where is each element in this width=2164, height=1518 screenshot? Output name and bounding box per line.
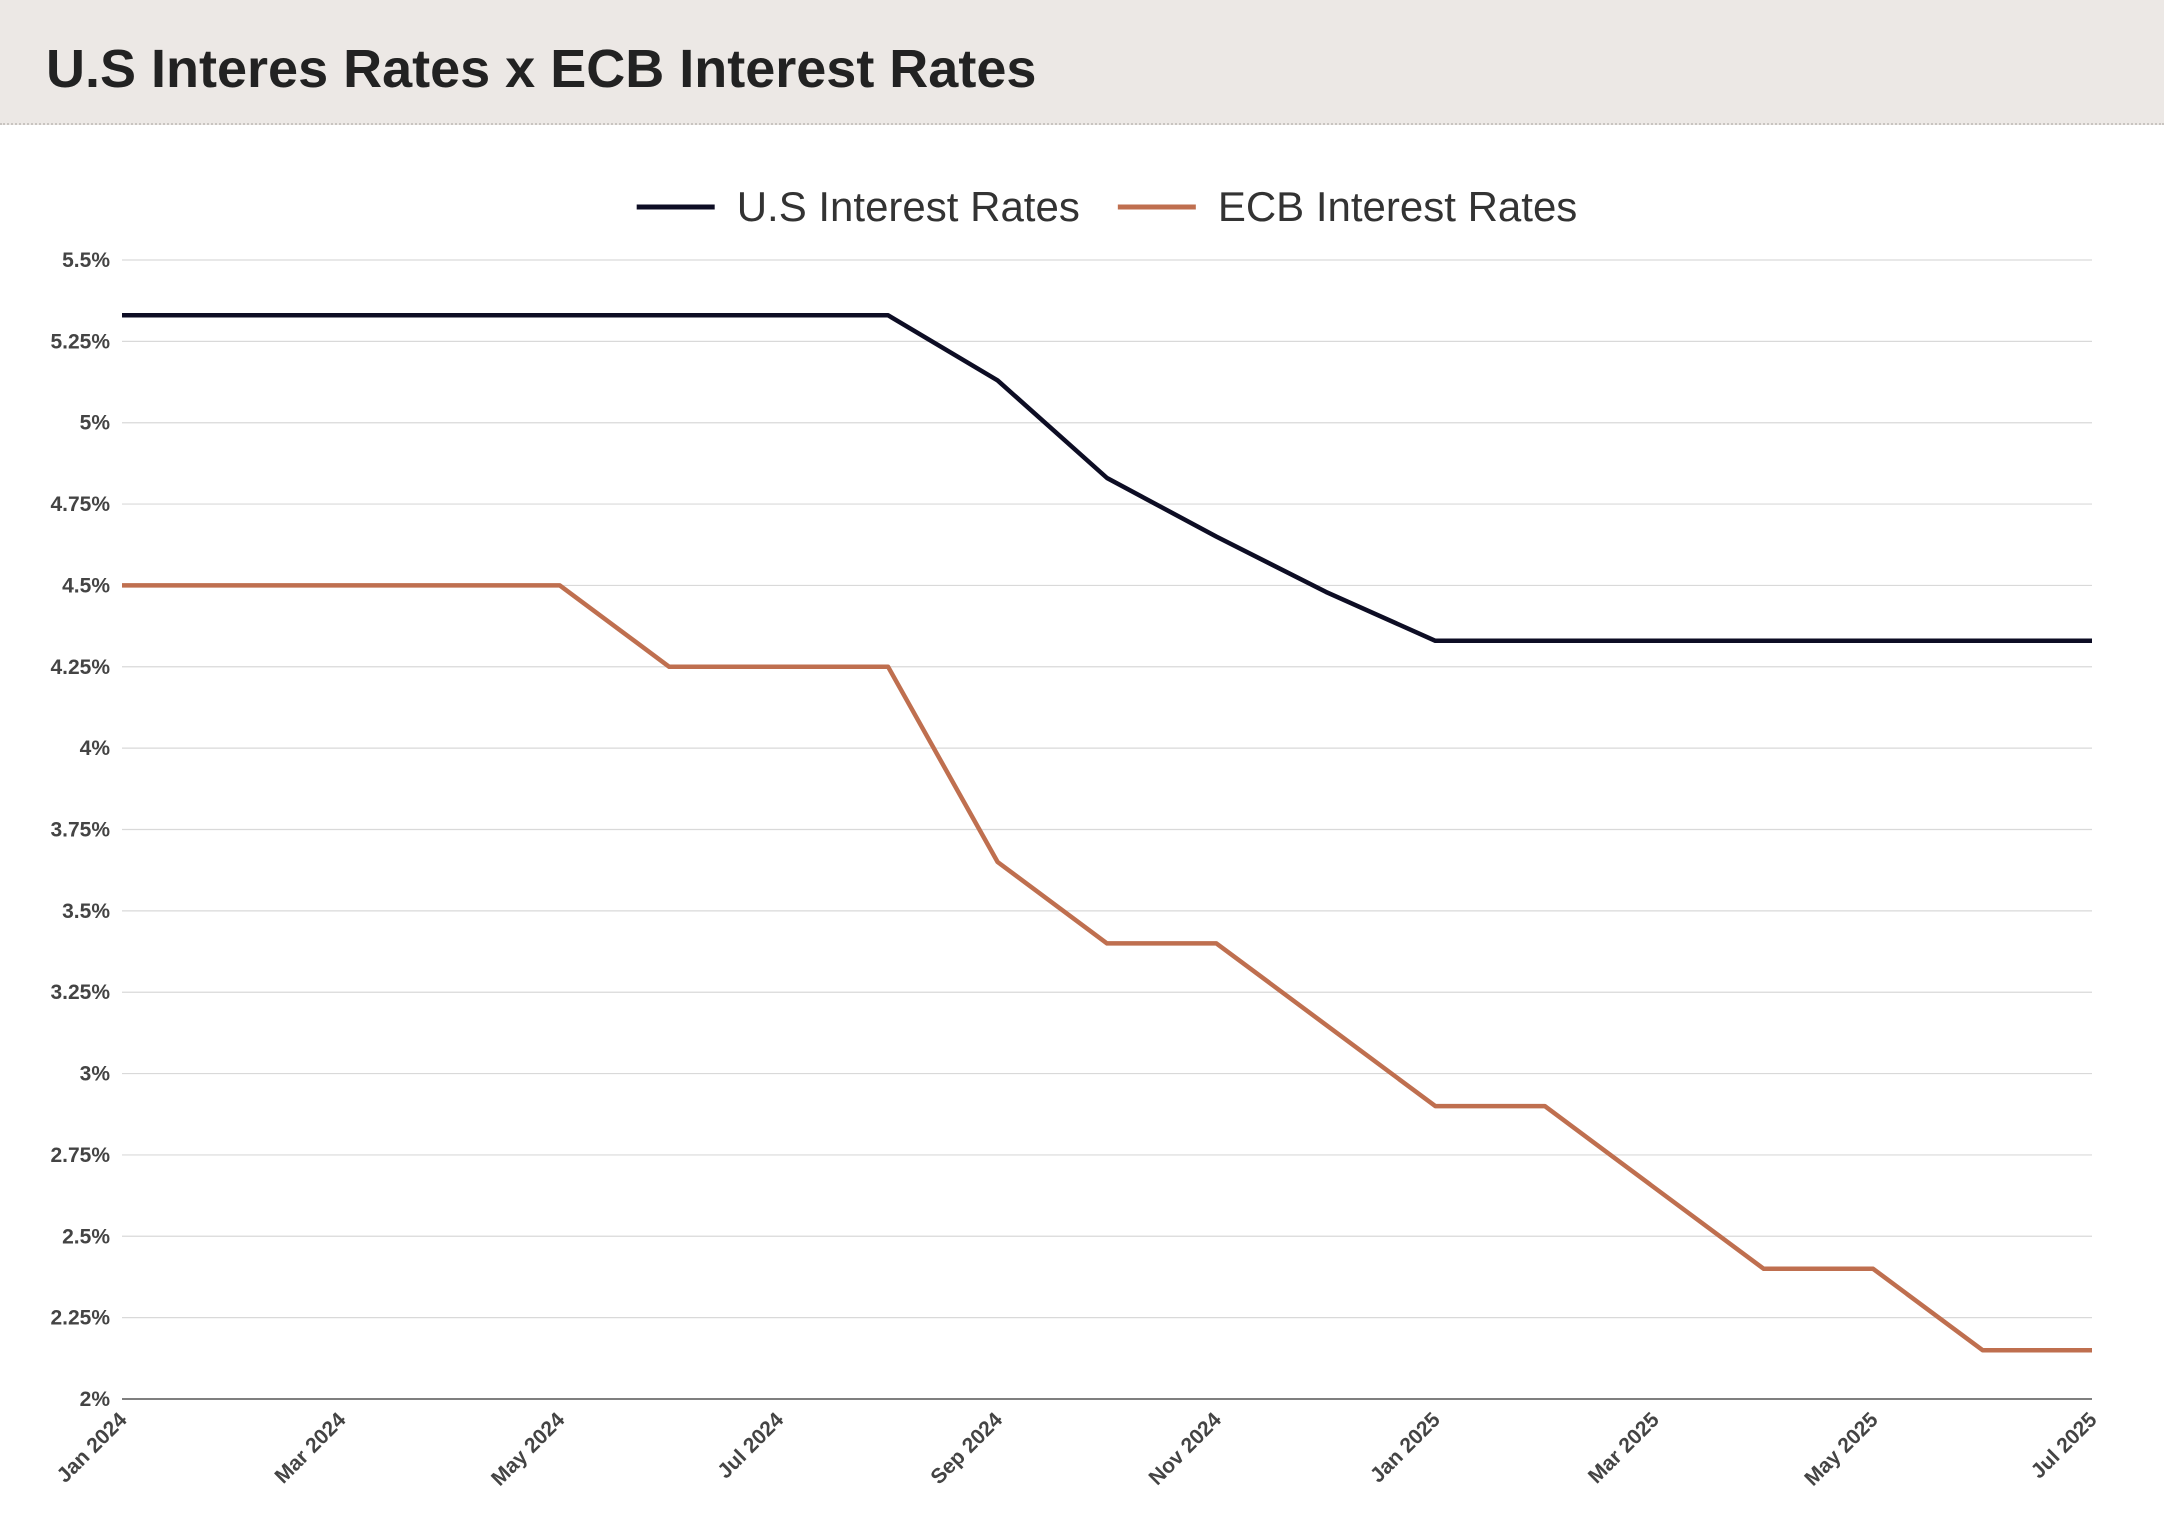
y-tick-label: 3.75% — [50, 819, 110, 842]
y-tick-label: 4.5% — [62, 574, 110, 597]
title-bar: U.S Interes Rates x ECB Interest Rates — [0, 0, 2164, 125]
x-tick-label: Jan 2025 — [1366, 1408, 1445, 1487]
y-tick-label: 4.75% — [50, 493, 110, 516]
x-tick-label: May 2024 — [487, 1408, 570, 1491]
x-tick-label: Jan 2024 — [53, 1408, 132, 1487]
y-tick-label: 2.25% — [50, 1307, 110, 1330]
y-tick-label: 2.5% — [62, 1225, 110, 1248]
y-tick-label: 4.25% — [50, 656, 110, 679]
series-line-us-rates — [122, 313, 2092, 644]
y-tick-label: 3% — [80, 1063, 111, 1086]
y-tick-label: 2.75% — [50, 1144, 110, 1167]
legend: U.S Interest Rates ECB Interest Rates — [636, 183, 1577, 230]
y-tick-label: 5.25% — [50, 330, 110, 353]
y-tick-label: 2% — [80, 1388, 111, 1411]
x-tick-label: Nov 2024 — [1144, 1408, 1226, 1490]
y-tick-label: 5% — [80, 412, 111, 435]
series-line-ecb-rates — [122, 583, 2092, 1353]
page-title: U.S Interes Rates x ECB Interest Rates — [46, 39, 1037, 99]
x-tick-label: Mar 2025 — [1584, 1408, 1664, 1488]
series-lines — [122, 313, 2092, 1353]
x-tick-label: Jul 2024 — [713, 1408, 788, 1483]
y-tick-label: 3.25% — [50, 981, 110, 1004]
grid-lines — [122, 259, 2092, 1319]
x-tick-label: Sep 2024 — [926, 1408, 1007, 1489]
x-tick-label: Mar 2024 — [271, 1408, 351, 1488]
y-tick-label: 5.5% — [62, 249, 110, 272]
axes: 2% 2.25% 2.5% 2.75% 3% 3.25% 3.5% 3.75% 4% 4.25% 4… — [50, 249, 2101, 1491]
y-tick-label: 4% — [80, 737, 111, 760]
x-tick-label: Jul 2025 — [2027, 1408, 2102, 1483]
x-tick-label: May 2025 — [1800, 1408, 1883, 1491]
legend-label: U.S Interest Rates — [737, 183, 1080, 230]
y-tick-label: 3.5% — [62, 900, 110, 923]
legend-label: ECB Interest Rates — [1218, 183, 1577, 230]
